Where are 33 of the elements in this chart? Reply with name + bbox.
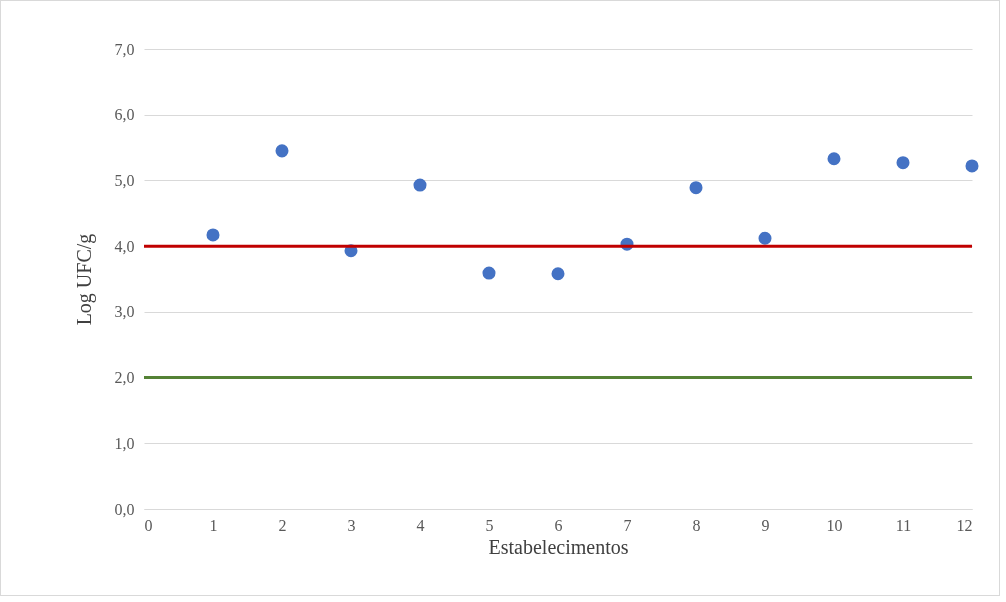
y-axis-title: Log UFC/g xyxy=(72,233,96,326)
point xyxy=(275,144,289,158)
x-axis-title: Estabelecimentos xyxy=(488,535,629,558)
x-tick-label: 0 xyxy=(144,516,153,534)
y-tick-label: 0,0 xyxy=(114,500,135,518)
x-tick-label: 11 xyxy=(895,516,912,534)
y-tick-label: 6,0 xyxy=(114,106,135,124)
x-tick-label: 12 xyxy=(956,516,973,534)
x-tick-label: 7 xyxy=(623,516,632,534)
x-tick-label: 8 xyxy=(692,516,701,534)
x-tick-label: 3 xyxy=(347,516,356,534)
x-tick-label: 6 xyxy=(554,516,563,534)
point xyxy=(758,231,772,245)
point xyxy=(482,266,496,280)
point xyxy=(206,228,220,242)
y-tick-label: 4,0 xyxy=(114,237,135,255)
y-tick-label: 1,0 xyxy=(114,434,135,452)
x-tick-label: 4 xyxy=(416,516,425,534)
point xyxy=(689,181,703,195)
point xyxy=(965,159,979,173)
y-tick-label: 2,0 xyxy=(114,369,135,387)
point xyxy=(896,156,910,170)
x-tick-label: 2 xyxy=(278,516,287,534)
x-tick-label: 5 xyxy=(485,516,494,534)
point xyxy=(551,267,565,281)
y-tick-label: 7,0 xyxy=(114,40,135,58)
y-tick-label: 5,0 xyxy=(114,171,135,189)
x-tick-label: 9 xyxy=(761,516,770,534)
point xyxy=(413,178,427,192)
y-tick-label: 3,0 xyxy=(114,303,135,321)
x-tick-label: 1 xyxy=(209,516,218,534)
point xyxy=(827,152,841,166)
x-tick-label: 10 xyxy=(826,516,843,534)
